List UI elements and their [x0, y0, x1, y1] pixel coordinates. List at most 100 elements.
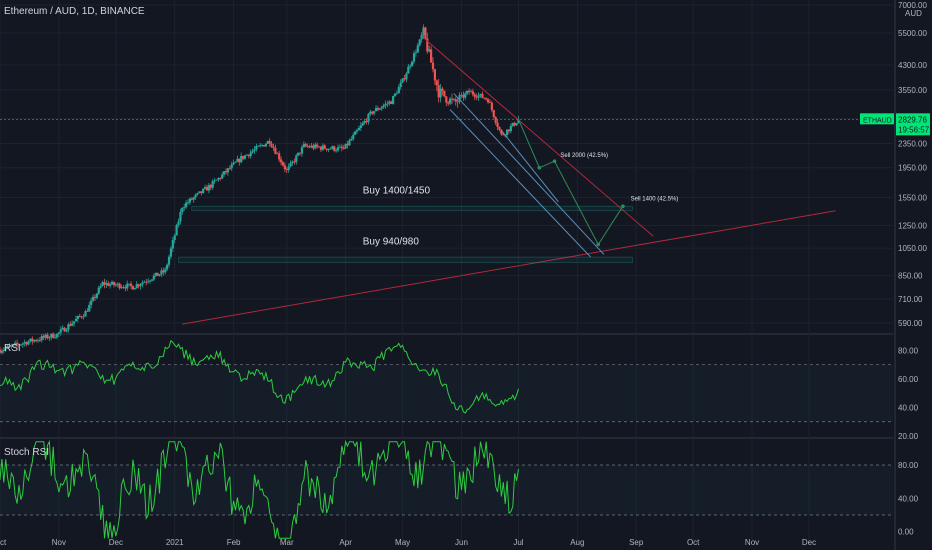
indicator-tick-label: 60.00 — [898, 375, 919, 384]
candle-body — [329, 148, 332, 150]
candle-body — [38, 340, 41, 341]
candle-body — [185, 202, 188, 208]
candle-body — [169, 248, 173, 257]
candle-body — [517, 119, 520, 124]
candle-body — [215, 179, 218, 181]
candle-body — [209, 185, 212, 188]
candle-body — [234, 161, 237, 163]
candle-body — [257, 145, 260, 147]
candle-body — [492, 109, 495, 117]
candle-body — [335, 150, 338, 152]
candle-body — [272, 146, 275, 149]
candle-body — [439, 88, 442, 98]
candle-body — [403, 78, 406, 80]
candle-body — [110, 281, 114, 285]
candle-body — [249, 152, 252, 157]
candle-body — [401, 78, 404, 83]
candle-body — [175, 225, 178, 236]
candle-body — [240, 155, 243, 163]
candle-body — [217, 178, 220, 180]
candle-body — [179, 212, 182, 222]
candle-body — [145, 281, 148, 283]
candle-body — [118, 283, 121, 289]
candle-body — [124, 287, 127, 289]
candle-body — [361, 123, 364, 126]
candle-body — [65, 330, 68, 332]
candle-body — [224, 171, 228, 173]
candle-body — [17, 344, 21, 346]
candle-body — [116, 283, 119, 285]
price-tick-label: 1050.00 — [898, 244, 927, 253]
candle-body — [10, 345, 13, 347]
candle-body — [473, 94, 476, 97]
candle-body — [511, 122, 514, 127]
candle-body — [97, 287, 100, 294]
candle-body — [150, 279, 154, 281]
candle-body — [129, 283, 133, 286]
candle-body — [236, 158, 239, 162]
candle-body — [266, 141, 269, 144]
candle-body — [300, 147, 304, 154]
indicator-tick-label: 80.00 — [898, 461, 919, 470]
candle-body — [378, 108, 381, 110]
channel-mid-line — [500, 130, 559, 203]
projected-path-point — [537, 165, 542, 170]
time-tick-label: Nov — [52, 538, 66, 547]
candle-body — [319, 146, 323, 150]
resistance-trendline — [423, 37, 654, 237]
time-tick-label: 2021 — [166, 538, 184, 547]
candle-body — [483, 97, 486, 99]
candle-body — [259, 145, 262, 146]
candle-body — [67, 324, 70, 331]
candle-body — [88, 304, 91, 312]
candle-body — [365, 120, 368, 123]
candle-body — [466, 90, 469, 94]
candle-body — [126, 283, 129, 289]
candle-body — [6, 345, 9, 348]
candle-body — [238, 158, 241, 163]
candle-body — [393, 93, 397, 96]
candle-body — [371, 111, 374, 114]
candle-body — [395, 93, 399, 95]
candle-body — [200, 191, 203, 194]
last-price-value: 2829.76 — [898, 115, 927, 124]
candle-body — [232, 162, 235, 165]
candle-body — [312, 145, 315, 149]
candle-body — [314, 144, 317, 149]
candle-body — [430, 49, 433, 63]
candle-body — [448, 98, 452, 104]
candle-body — [384, 103, 387, 106]
time-tick-label: Dec — [802, 538, 816, 547]
candle-body — [490, 102, 493, 110]
candle-body — [188, 198, 192, 203]
candle-body — [207, 185, 211, 191]
candle-body — [91, 296, 95, 301]
candle-body — [407, 66, 410, 74]
candle-body — [82, 316, 85, 318]
candle-body — [445, 96, 448, 103]
price-tick-label: 5500.00 — [898, 29, 927, 38]
candle-body — [374, 108, 378, 112]
candle-body — [386, 103, 389, 105]
candle-body — [55, 333, 59, 338]
candle-body — [471, 91, 474, 95]
candle-body — [86, 311, 89, 312]
candle-body — [321, 145, 324, 150]
candle-body — [323, 145, 326, 149]
candle-body — [287, 166, 290, 171]
candle-body — [186, 202, 190, 204]
candle-body — [122, 287, 125, 289]
indicator-tick-label: 40.00 — [898, 494, 919, 503]
candle-body — [148, 280, 152, 282]
candle-body — [505, 129, 509, 136]
candle-body — [166, 264, 169, 270]
candle-body — [114, 284, 117, 286]
candle-body — [500, 129, 503, 135]
chart-title: Ethereum / AUD, 1D, BINANCE — [4, 6, 145, 17]
candle-body — [42, 336, 45, 338]
candle-body — [354, 131, 357, 135]
candle-body — [95, 293, 98, 298]
time-tick-label: Oct — [0, 538, 7, 547]
candle-body — [264, 143, 267, 147]
